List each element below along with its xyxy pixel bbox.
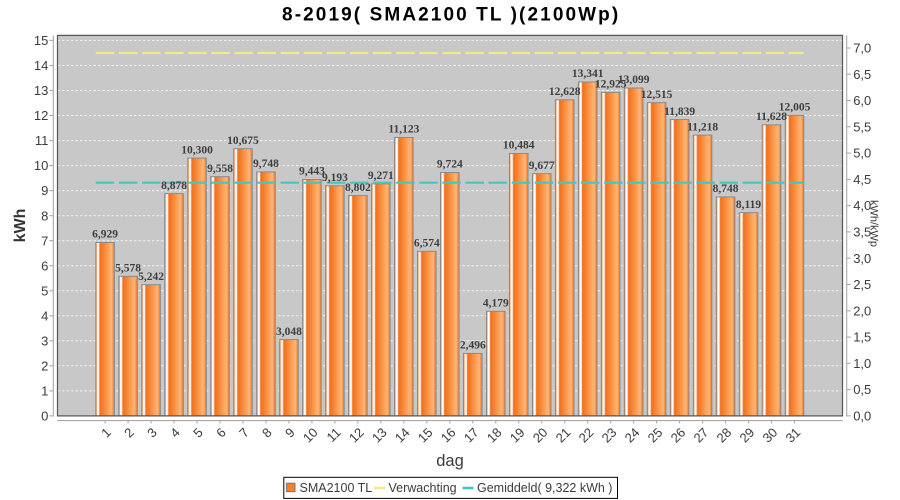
svg-text:4,5: 4,5 [853,172,871,187]
svg-text:5,0: 5,0 [853,146,871,161]
svg-text:1,0: 1,0 [853,356,871,371]
svg-text:SMA2100 TL: SMA2100 TL [300,481,373,495]
svg-text:9: 9 [41,183,48,198]
svg-text:6,574: 6,574 [414,238,440,250]
svg-text:3: 3 [41,333,48,348]
svg-text:6,5: 6,5 [853,67,871,82]
svg-text:11,123: 11,123 [388,124,419,136]
svg-text:0: 0 [41,409,48,424]
svg-text:12,628: 12,628 [549,86,581,98]
svg-text:6,929: 6,929 [92,229,118,241]
svg-text:2: 2 [41,358,48,373]
svg-text:15: 15 [34,33,48,48]
svg-text:5,578: 5,578 [115,262,141,274]
svg-text:7: 7 [41,233,48,248]
svg-text:8,802: 8,802 [345,182,371,194]
svg-text:6: 6 [41,258,48,273]
svg-text:11,839: 11,839 [664,106,695,118]
svg-text:11: 11 [35,133,49,148]
svg-text:Verwachting: Verwachting [389,481,457,495]
svg-text:12: 12 [34,108,48,123]
svg-text:3,5: 3,5 [853,225,871,240]
svg-text:9,558: 9,558 [207,163,233,175]
svg-text:7,0: 7,0 [853,41,871,56]
svg-text:14: 14 [34,58,48,73]
svg-text:2,0: 2,0 [853,303,871,318]
svg-text:4: 4 [41,308,48,323]
svg-text:9,443: 9,443 [299,166,325,178]
svg-text:2,5: 2,5 [853,277,871,292]
svg-text:4,179: 4,179 [483,298,509,310]
svg-text:9,677: 9,677 [529,160,555,172]
svg-text:Gemiddeld( 9,322 kWh ): Gemiddeld( 9,322 kWh ) [477,481,612,495]
svg-text:8,119: 8,119 [736,199,761,211]
svg-text:kWh/kWp: kWh/kWp [867,200,879,247]
svg-text:13,341: 13,341 [572,68,604,80]
svg-text:9,724: 9,724 [437,159,463,171]
svg-text:5: 5 [41,283,48,298]
svg-text:12,925: 12,925 [595,79,627,91]
svg-text:8-2019( SMA2100 TL )(2100Wp): 8-2019( SMA2100 TL )(2100Wp) [282,4,620,25]
svg-text:8,878: 8,878 [161,180,187,192]
svg-text:4,0: 4,0 [853,198,871,213]
svg-text:0,5: 0,5 [853,382,871,397]
svg-text:10,300: 10,300 [181,144,213,156]
svg-text:9,193: 9,193 [322,172,348,184]
svg-text:12,515: 12,515 [641,89,673,101]
svg-text:11,628: 11,628 [756,111,787,123]
svg-text:10: 10 [34,158,48,173]
svg-text:0,0: 0,0 [853,409,871,424]
svg-text:1: 1 [41,384,48,399]
svg-text:2,496: 2,496 [460,340,486,352]
svg-text:13: 13 [34,83,48,98]
svg-text:kWh: kWh [12,209,29,243]
svg-text:11,218: 11,218 [687,121,718,133]
svg-text:3,048: 3,048 [276,326,302,338]
svg-text:8,748: 8,748 [713,183,739,195]
svg-text:10,484: 10,484 [503,140,535,152]
svg-text:10,675: 10,675 [227,135,259,147]
svg-text:8: 8 [41,208,48,223]
svg-text:6,0: 6,0 [853,93,871,108]
svg-text:12,005: 12,005 [779,102,811,114]
svg-text:5,5: 5,5 [853,119,871,134]
svg-text:dag: dag [436,452,464,470]
svg-text:9,271: 9,271 [368,170,394,182]
svg-text:5,242: 5,242 [138,271,164,283]
svg-text:13,099: 13,099 [618,74,650,86]
svg-text:9,748: 9,748 [253,158,279,170]
svg-text:3,0: 3,0 [853,251,871,266]
svg-text:1,5: 1,5 [853,330,871,345]
